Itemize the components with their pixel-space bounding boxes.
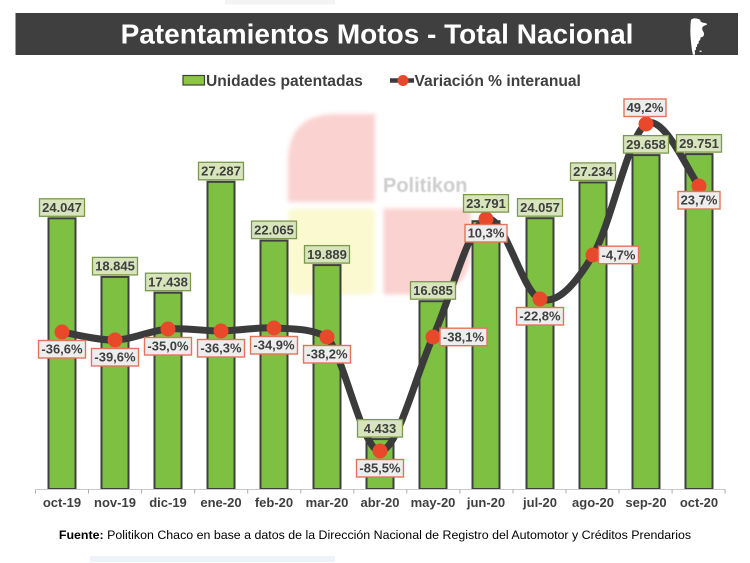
svg-text:-35,0%: -35,0%: [147, 339, 189, 354]
svg-text:abr-20: abr-20: [360, 495, 399, 510]
svg-text:Politikon: Politikon: [383, 175, 467, 197]
svg-text:-36,3%: -36,3%: [200, 341, 242, 356]
svg-text:sep-20: sep-20: [625, 495, 666, 510]
svg-text:27.234: 27.234: [573, 164, 614, 179]
svg-text:10,3%: 10,3%: [468, 226, 505, 241]
svg-text:29.658: 29.658: [626, 137, 666, 152]
svg-text:4.433: 4.433: [364, 421, 397, 436]
svg-text:-4,7%: -4,7%: [602, 247, 636, 262]
svg-text:jun-20: jun-20: [466, 495, 505, 510]
svg-text:19.889: 19.889: [307, 247, 347, 262]
svg-text:nov-19: nov-19: [94, 495, 136, 510]
svg-text:24.057: 24.057: [520, 200, 560, 215]
svg-text:jul-20: jul-20: [522, 495, 557, 510]
svg-text:ene-20: ene-20: [200, 495, 241, 510]
svg-text:-34,9%: -34,9%: [253, 338, 295, 353]
svg-text:-85,5%: -85,5%: [359, 461, 401, 476]
svg-text:-39,6%: -39,6%: [94, 350, 136, 365]
svg-text:24.047: 24.047: [42, 200, 82, 215]
svg-text:22.065: 22.065: [254, 222, 294, 237]
svg-text:49,2%: 49,2%: [627, 100, 664, 115]
svg-text:27.287: 27.287: [201, 164, 241, 179]
svg-text:-38,1%: -38,1%: [443, 329, 485, 344]
svg-text:mar-20: mar-20: [306, 495, 349, 510]
svg-text:17.438: 17.438: [148, 274, 188, 289]
svg-text:Patentamientos Motos - Total N: Patentamientos Motos - Total Nacional: [121, 19, 634, 50]
svg-text:23.791: 23.791: [466, 196, 506, 211]
svg-text:Variación % interanual: Variación % interanual: [415, 73, 581, 90]
svg-text:Fuente: Politikon Chaco en bas: Fuente: Politikon Chaco en base a datos …: [59, 528, 691, 542]
svg-text:29.751: 29.751: [679, 136, 719, 151]
svg-text:may-20: may-20: [411, 495, 456, 510]
svg-text:oct-20: oct-20: [680, 495, 718, 510]
svg-text:Unidades patentadas: Unidades patentadas: [206, 73, 363, 90]
svg-text:-36,6%: -36,6%: [41, 342, 83, 357]
svg-text:-38,2%: -38,2%: [306, 347, 348, 362]
svg-text:16.685: 16.685: [413, 283, 453, 298]
svg-text:oct-19: oct-19: [43, 495, 81, 510]
svg-text:23,7%: 23,7%: [681, 193, 718, 208]
svg-text:18.845: 18.845: [95, 259, 135, 274]
svg-text:ago-20: ago-20: [572, 495, 614, 510]
svg-text:-22,8%: -22,8%: [519, 309, 561, 324]
svg-text:feb-20: feb-20: [255, 495, 293, 510]
svg-text:dic-19: dic-19: [149, 495, 187, 510]
